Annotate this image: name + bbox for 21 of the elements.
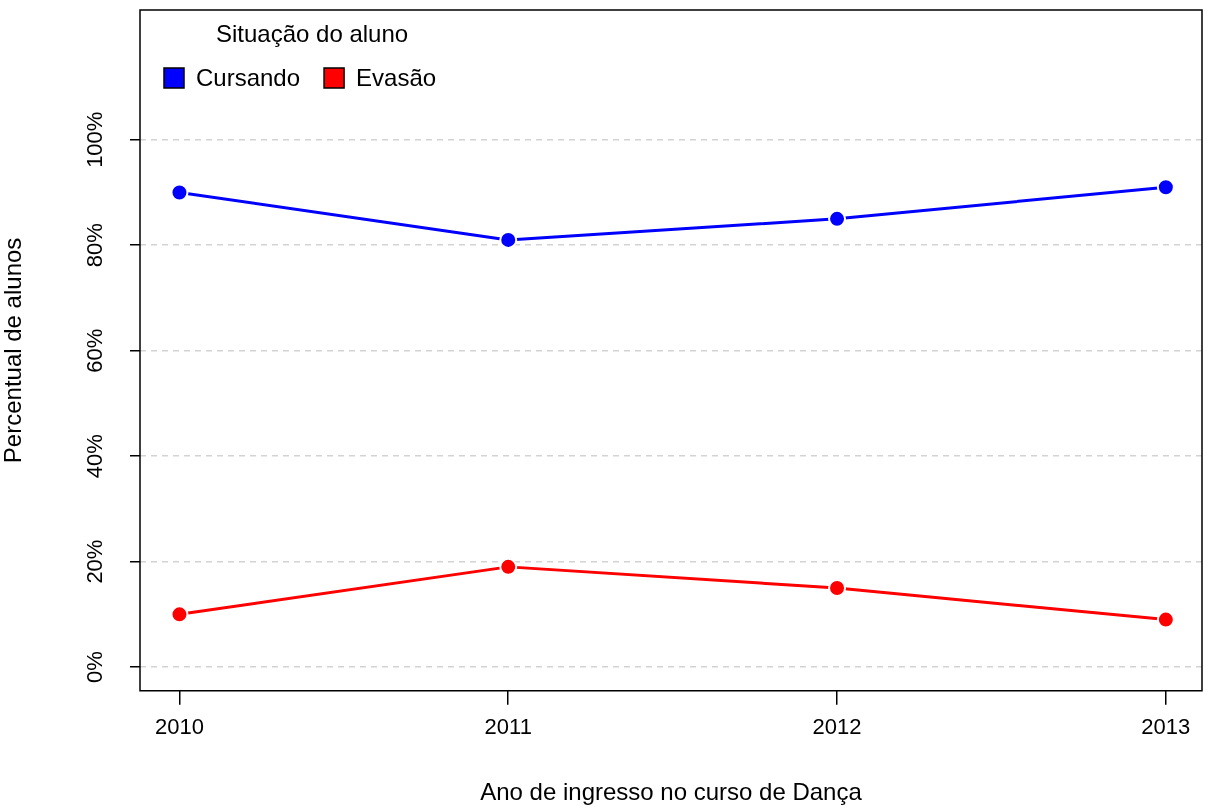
y-tick-label: 100%: [82, 111, 108, 168]
x-tick-label: 2013: [1141, 714, 1191, 740]
point: [1156, 178, 1175, 197]
y-tick-label: 40%: [82, 434, 108, 479]
y-tick-label: 80%: [82, 223, 108, 268]
x-tick-label: 2011: [484, 714, 532, 740]
legend-label: Evasão: [356, 63, 437, 91]
y-axis-title: Percentual de alunos: [0, 237, 27, 464]
point: [170, 605, 189, 624]
x-tick-label: 2010: [154, 714, 204, 740]
legend-label: Cursando: [196, 63, 301, 91]
point: [828, 209, 847, 228]
y-tick-label: 60%: [82, 328, 108, 373]
x-tick-label: 2012: [812, 714, 862, 740]
point: [499, 557, 518, 576]
point: [1156, 610, 1175, 629]
x-axis-title: Ano de ingresso no curso de Dança: [480, 778, 863, 806]
y-tick-label: 20%: [82, 539, 108, 584]
legend-title: Situação do aluno: [215, 19, 409, 47]
point: [170, 183, 189, 202]
y-tick-label: 0%: [82, 651, 108, 683]
